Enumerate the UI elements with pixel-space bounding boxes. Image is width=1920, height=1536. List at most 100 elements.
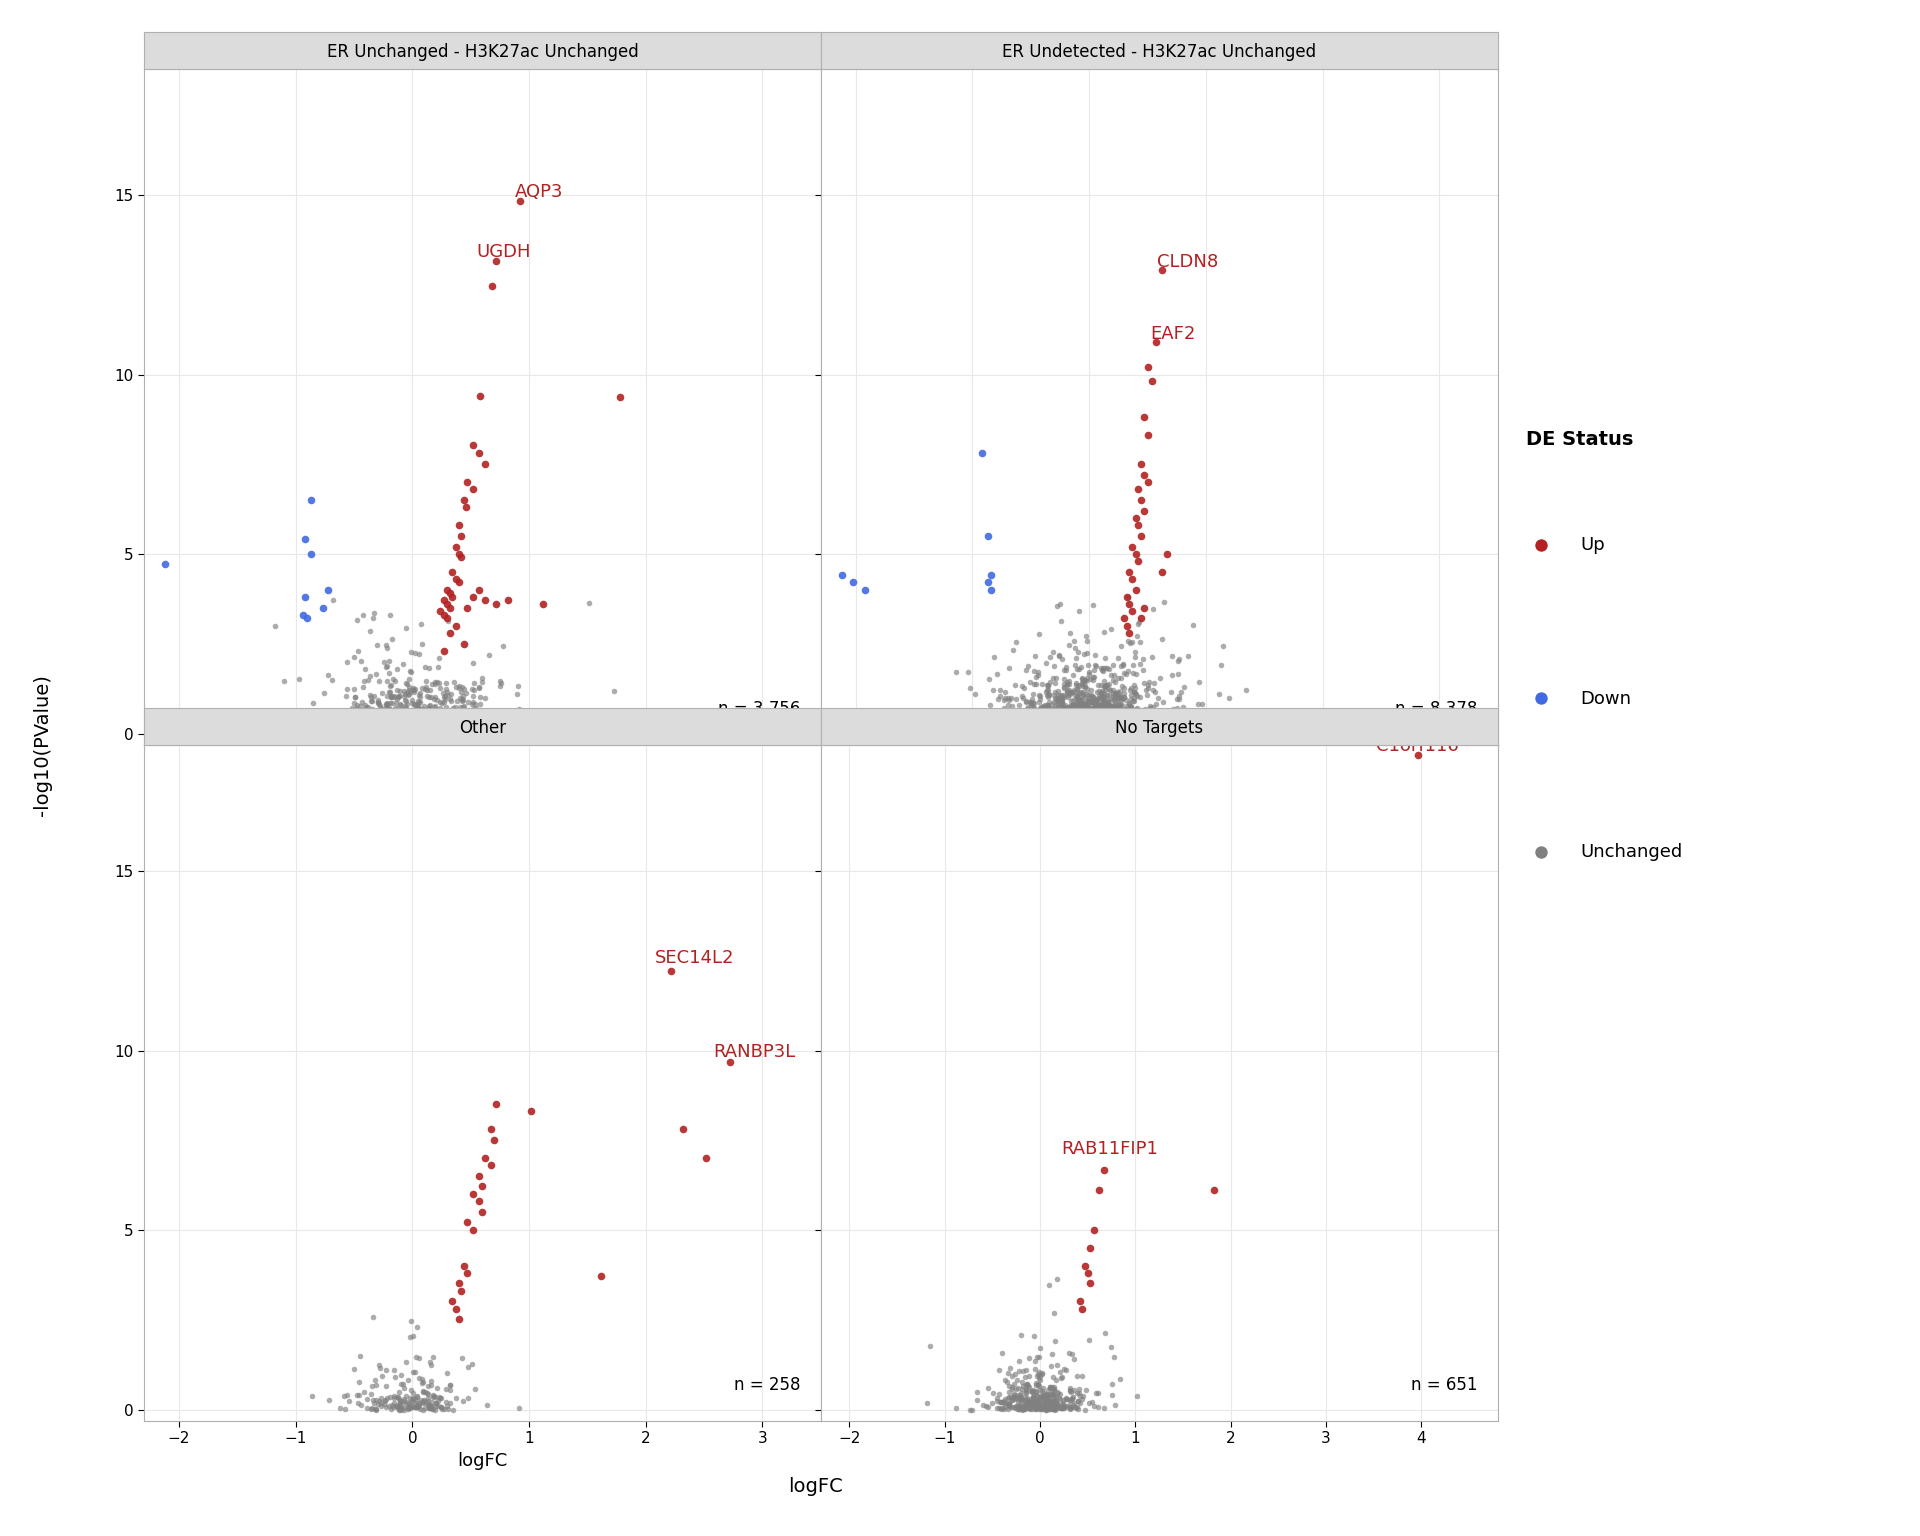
Point bbox=[1085, 703, 1116, 728]
Point bbox=[1073, 719, 1104, 743]
Point bbox=[378, 708, 409, 733]
Point bbox=[390, 711, 420, 736]
Point bbox=[342, 714, 372, 739]
Point bbox=[1156, 644, 1187, 668]
Point bbox=[1127, 708, 1158, 733]
Point bbox=[1071, 713, 1102, 737]
Point bbox=[1064, 719, 1094, 743]
Point bbox=[390, 700, 420, 725]
Point bbox=[1050, 722, 1081, 746]
Point bbox=[482, 720, 513, 745]
Point bbox=[1083, 703, 1114, 728]
Point bbox=[1048, 713, 1079, 737]
Point bbox=[1069, 716, 1100, 740]
Point bbox=[380, 711, 411, 736]
Point bbox=[419, 716, 449, 740]
Point bbox=[1094, 716, 1125, 740]
Point bbox=[1094, 719, 1125, 743]
Point bbox=[399, 677, 430, 702]
Point bbox=[1089, 722, 1119, 746]
Point bbox=[346, 707, 376, 731]
Point bbox=[445, 524, 476, 548]
Point bbox=[1091, 694, 1121, 719]
Point bbox=[1116, 719, 1146, 743]
Point bbox=[1108, 720, 1139, 745]
Point bbox=[1035, 1396, 1066, 1421]
Point bbox=[972, 708, 1002, 733]
Point bbox=[1060, 716, 1091, 740]
Point bbox=[384, 720, 415, 745]
Point bbox=[434, 596, 465, 621]
Point bbox=[407, 696, 438, 720]
Point bbox=[1108, 700, 1139, 725]
Point bbox=[1146, 717, 1177, 742]
Point bbox=[413, 713, 444, 737]
Point bbox=[1114, 631, 1144, 656]
Point bbox=[1018, 720, 1048, 745]
Point bbox=[374, 1385, 405, 1410]
Point bbox=[384, 713, 415, 737]
Point bbox=[1077, 699, 1108, 723]
Point bbox=[1106, 700, 1137, 725]
Point bbox=[1085, 717, 1116, 742]
Point bbox=[411, 710, 442, 734]
Point bbox=[1056, 713, 1087, 737]
Point bbox=[1071, 708, 1102, 733]
Point bbox=[1069, 722, 1100, 746]
Point bbox=[1077, 593, 1108, 617]
Point bbox=[1102, 697, 1133, 722]
Point bbox=[1018, 1390, 1048, 1415]
Point bbox=[397, 697, 428, 722]
Point bbox=[1068, 722, 1098, 746]
Point bbox=[1140, 711, 1171, 736]
Point bbox=[392, 1390, 422, 1415]
Point bbox=[378, 710, 409, 734]
Point bbox=[1091, 656, 1121, 680]
Point bbox=[1104, 716, 1135, 740]
Point bbox=[472, 1393, 503, 1418]
Point bbox=[1102, 710, 1133, 734]
Point bbox=[1039, 685, 1069, 710]
Point bbox=[1081, 700, 1112, 725]
Point bbox=[1100, 710, 1131, 734]
Point bbox=[1129, 708, 1160, 733]
Point bbox=[390, 720, 420, 745]
Point bbox=[1012, 1372, 1043, 1396]
Point bbox=[1025, 707, 1056, 731]
Point bbox=[399, 700, 430, 725]
Point bbox=[1052, 682, 1083, 707]
Point bbox=[1083, 700, 1114, 725]
Point bbox=[1060, 705, 1091, 730]
Point bbox=[1046, 719, 1077, 743]
Point bbox=[1100, 722, 1131, 746]
Point bbox=[1108, 660, 1139, 685]
Point bbox=[1018, 1378, 1048, 1402]
Point bbox=[1071, 720, 1102, 745]
Point bbox=[1071, 708, 1102, 733]
Point bbox=[1046, 685, 1077, 710]
Point bbox=[993, 717, 1023, 742]
Point bbox=[1129, 596, 1160, 621]
Point bbox=[1087, 722, 1117, 746]
Point bbox=[365, 699, 396, 723]
Point bbox=[1077, 707, 1108, 731]
Point bbox=[1098, 708, 1129, 733]
Point bbox=[1033, 707, 1064, 731]
Point bbox=[380, 714, 411, 739]
Point bbox=[1094, 708, 1125, 733]
Point bbox=[1083, 719, 1114, 743]
Point bbox=[1062, 722, 1092, 746]
Point bbox=[1062, 714, 1092, 739]
Point bbox=[1073, 719, 1104, 743]
Point bbox=[1064, 711, 1094, 736]
Point bbox=[342, 720, 372, 745]
Point bbox=[1044, 717, 1075, 742]
Point bbox=[1154, 720, 1185, 745]
Point bbox=[1146, 258, 1177, 283]
Point bbox=[376, 673, 407, 697]
Point bbox=[1165, 702, 1196, 727]
Point bbox=[1020, 1356, 1050, 1381]
Point bbox=[1069, 717, 1100, 742]
Point bbox=[1081, 1381, 1112, 1405]
Point bbox=[415, 1369, 445, 1393]
